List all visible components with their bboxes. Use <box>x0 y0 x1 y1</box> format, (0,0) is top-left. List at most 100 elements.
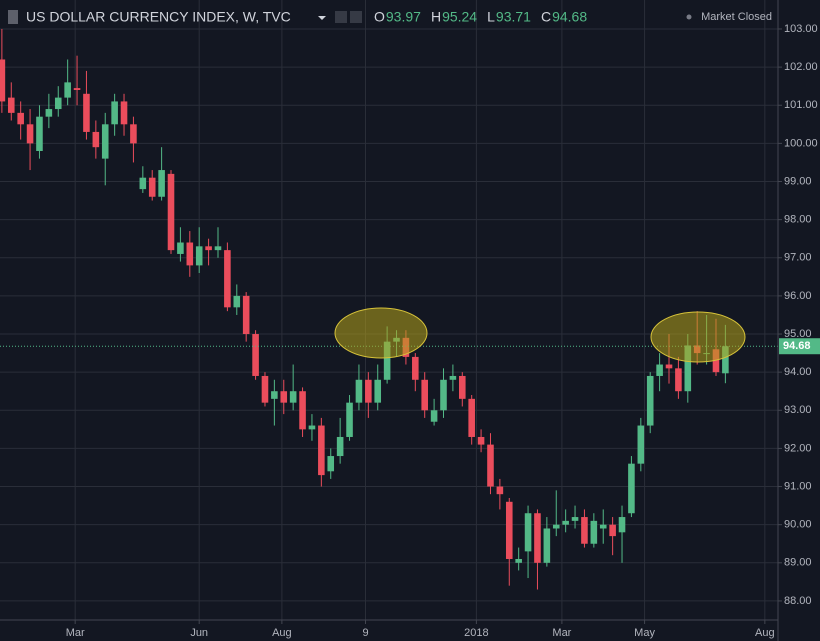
ohlc-value: 95.24 <box>442 9 477 25</box>
candle-body <box>365 379 372 403</box>
y-tick-label: 94.00 <box>784 366 812 378</box>
y-tick-label: 93.00 <box>784 404 812 416</box>
candle-body <box>477 436 485 445</box>
y-tick-label: 92.00 <box>784 442 812 454</box>
ohlc-value: 93.97 <box>386 9 421 25</box>
x-tick-label: Mar <box>552 627 571 639</box>
candle-body <box>571 517 579 521</box>
candle-body <box>26 124 34 144</box>
dropdown-arrow[interactable] <box>318 16 326 20</box>
highlight-ellipse <box>334 307 428 359</box>
x-tick-label: Aug <box>272 627 292 639</box>
y-tick-label: 102.00 <box>784 61 818 73</box>
candle-body <box>17 112 24 125</box>
candle-body <box>656 364 663 376</box>
candle-body <box>355 379 363 403</box>
candle-body <box>205 246 212 251</box>
x-tick-label: 2018 <box>464 627 488 639</box>
ohlc-key: C <box>541 9 551 25</box>
candle-body <box>618 517 626 533</box>
candle-body <box>327 456 335 472</box>
candle-body <box>562 520 569 525</box>
candle-body <box>628 463 635 514</box>
candle-body <box>92 131 100 148</box>
ohlc-key: H <box>431 9 441 25</box>
candle-body <box>534 513 541 563</box>
market-status: Market Closed <box>701 11 772 23</box>
candle-body <box>54 97 62 110</box>
status-dot <box>686 14 692 20</box>
y-tick-label: 90.00 <box>784 519 812 531</box>
candle-body <box>722 346 729 374</box>
y-tick-label: 103.00 <box>784 23 818 35</box>
candle-body <box>36 116 43 151</box>
candle-body <box>552 524 560 529</box>
y-tick-label: 99.00 <box>784 175 812 187</box>
x-tick-label: Jun <box>190 627 208 639</box>
candle-body <box>318 425 325 476</box>
candle-body <box>440 379 447 411</box>
y-tick-label: 88.00 <box>784 595 812 607</box>
ohlc-value: 93.71 <box>496 9 531 25</box>
candle-body <box>468 398 475 437</box>
candle-body <box>64 82 71 98</box>
candles <box>0 28 778 590</box>
candle-body <box>299 391 306 430</box>
candle-body <box>637 425 645 464</box>
y-tick-label: 96.00 <box>784 290 812 302</box>
y-tick-label: 100.00 <box>784 137 818 149</box>
candle-body <box>186 242 194 266</box>
ohlc-key: L <box>487 9 495 25</box>
candle-body <box>280 391 288 403</box>
x-tick-label: May <box>634 627 655 639</box>
y-tick-label: 101.00 <box>784 99 818 111</box>
last-price-label: 94.68 <box>783 340 811 352</box>
candle-body <box>543 528 551 563</box>
candle-body <box>83 93 90 132</box>
y-tick-label: 89.00 <box>784 557 812 569</box>
ohlc-legend: O 93.97 H 95.24 L 93.71 C 94.68 <box>374 9 587 25</box>
candle-body <box>487 444 494 487</box>
candle-body <box>412 356 419 380</box>
candle-body <box>224 250 231 308</box>
chart-title: US DOLLAR CURRENCY INDEX, W, TVC <box>26 9 291 25</box>
grid <box>0 0 778 620</box>
candle-body <box>581 517 588 544</box>
candle-body <box>515 558 522 563</box>
candle-body <box>233 295 241 308</box>
candle-body <box>430 410 438 422</box>
collapse-icon[interactable] <box>8 10 18 24</box>
icon-settings[interactable] <box>350 11 362 23</box>
candle-body <box>111 101 118 125</box>
candle-body <box>421 379 428 411</box>
y-tick-label: 97.00 <box>784 252 812 264</box>
candle-body <box>177 242 184 254</box>
candle-body <box>459 375 466 399</box>
y-tick-label: 95.00 <box>784 328 812 340</box>
candle-body <box>524 513 532 552</box>
candle-body <box>684 345 692 392</box>
icon-eye[interactable] <box>335 11 347 23</box>
candle-body <box>195 246 203 266</box>
candle-body <box>336 436 344 457</box>
axes: 88.00 89.00 90.00 91.00 92.00 93.00 94.00 95.00… <box>66 23 820 639</box>
candle-body <box>167 173 175 251</box>
candle-body <box>308 425 316 430</box>
candle-body <box>289 391 297 403</box>
last-price-box <box>779 338 820 355</box>
ohlc-key: O <box>374 9 385 25</box>
candle-body <box>505 501 513 559</box>
candle-body <box>73 88 81 90</box>
candle-body <box>214 246 222 251</box>
x-tick-label: Mar <box>66 627 85 639</box>
candle-body <box>158 170 165 197</box>
candle-body <box>130 124 137 144</box>
candle-body <box>7 97 15 113</box>
candle-body <box>252 334 259 376</box>
candle-body <box>101 124 109 159</box>
candle-body <box>0 59 6 102</box>
candle-body <box>712 349 720 373</box>
candle-body <box>120 101 128 125</box>
candle-body <box>449 375 457 380</box>
